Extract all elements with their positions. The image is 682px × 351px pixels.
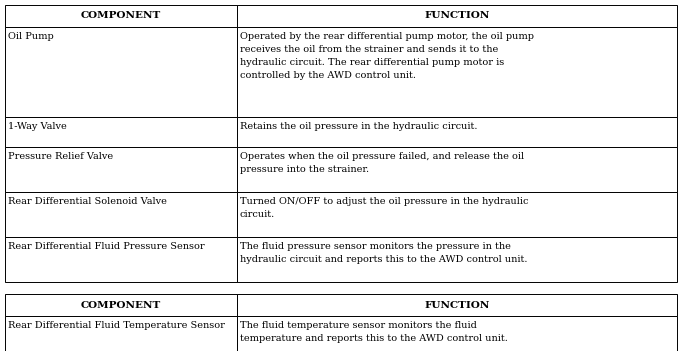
Bar — [237, 5, 677, 27]
Text: The fluid temperature sensor monitors the fluid: The fluid temperature sensor monitors th… — [240, 321, 477, 330]
Bar — [5, 147, 237, 192]
Text: Rear Differential Fluid Temperature Sensor: Rear Differential Fluid Temperature Sens… — [8, 321, 225, 330]
Text: hydraulic circuit and reports this to the AWD control unit.: hydraulic circuit and reports this to th… — [240, 255, 527, 264]
Bar — [5, 117, 237, 147]
Text: FUNCTION: FUNCTION — [424, 12, 490, 20]
Text: Retains the oil pressure in the hydraulic circuit.: Retains the oil pressure in the hydrauli… — [240, 122, 477, 131]
Text: hydraulic circuit. The rear differential pump motor is: hydraulic circuit. The rear differential… — [240, 58, 504, 67]
Text: Operated by the rear differential pump motor, the oil pump: Operated by the rear differential pump m… — [240, 32, 534, 41]
Bar — [5, 5, 237, 27]
Text: Turned ON/OFF to adjust the oil pressure in the hydraulic: Turned ON/OFF to adjust the oil pressure… — [240, 197, 529, 206]
Text: circuit.: circuit. — [240, 210, 275, 219]
Text: COMPONENT: COMPONENT — [80, 300, 161, 310]
Text: receives the oil from the strainer and sends it to the: receives the oil from the strainer and s… — [240, 45, 498, 54]
Bar — [237, 316, 677, 351]
Text: 1-Way Valve: 1-Way Valve — [8, 122, 67, 131]
Text: Oil Pump: Oil Pump — [8, 32, 54, 41]
Bar — [237, 192, 677, 237]
Bar — [5, 27, 237, 117]
Text: Pressure Relief Valve: Pressure Relief Valve — [8, 152, 113, 161]
Bar — [5, 237, 237, 282]
Text: controlled by the AWD control unit.: controlled by the AWD control unit. — [240, 72, 416, 80]
Bar — [5, 316, 237, 351]
Bar — [237, 147, 677, 192]
Bar — [237, 117, 677, 147]
Bar — [5, 192, 237, 237]
Bar — [5, 294, 237, 316]
Bar — [237, 294, 677, 316]
Text: temperature and reports this to the AWD control unit.: temperature and reports this to the AWD … — [240, 334, 507, 343]
Text: pressure into the strainer.: pressure into the strainer. — [240, 165, 369, 174]
Text: COMPONENT: COMPONENT — [80, 12, 161, 20]
Bar — [237, 27, 677, 117]
Bar — [237, 237, 677, 282]
Text: FUNCTION: FUNCTION — [424, 300, 490, 310]
Text: Rear Differential Fluid Pressure Sensor: Rear Differential Fluid Pressure Sensor — [8, 242, 205, 251]
Text: Rear Differential Solenoid Valve: Rear Differential Solenoid Valve — [8, 197, 167, 206]
Text: The fluid pressure sensor monitors the pressure in the: The fluid pressure sensor monitors the p… — [240, 242, 511, 251]
Text: Operates when the oil pressure failed, and release the oil: Operates when the oil pressure failed, a… — [240, 152, 524, 161]
